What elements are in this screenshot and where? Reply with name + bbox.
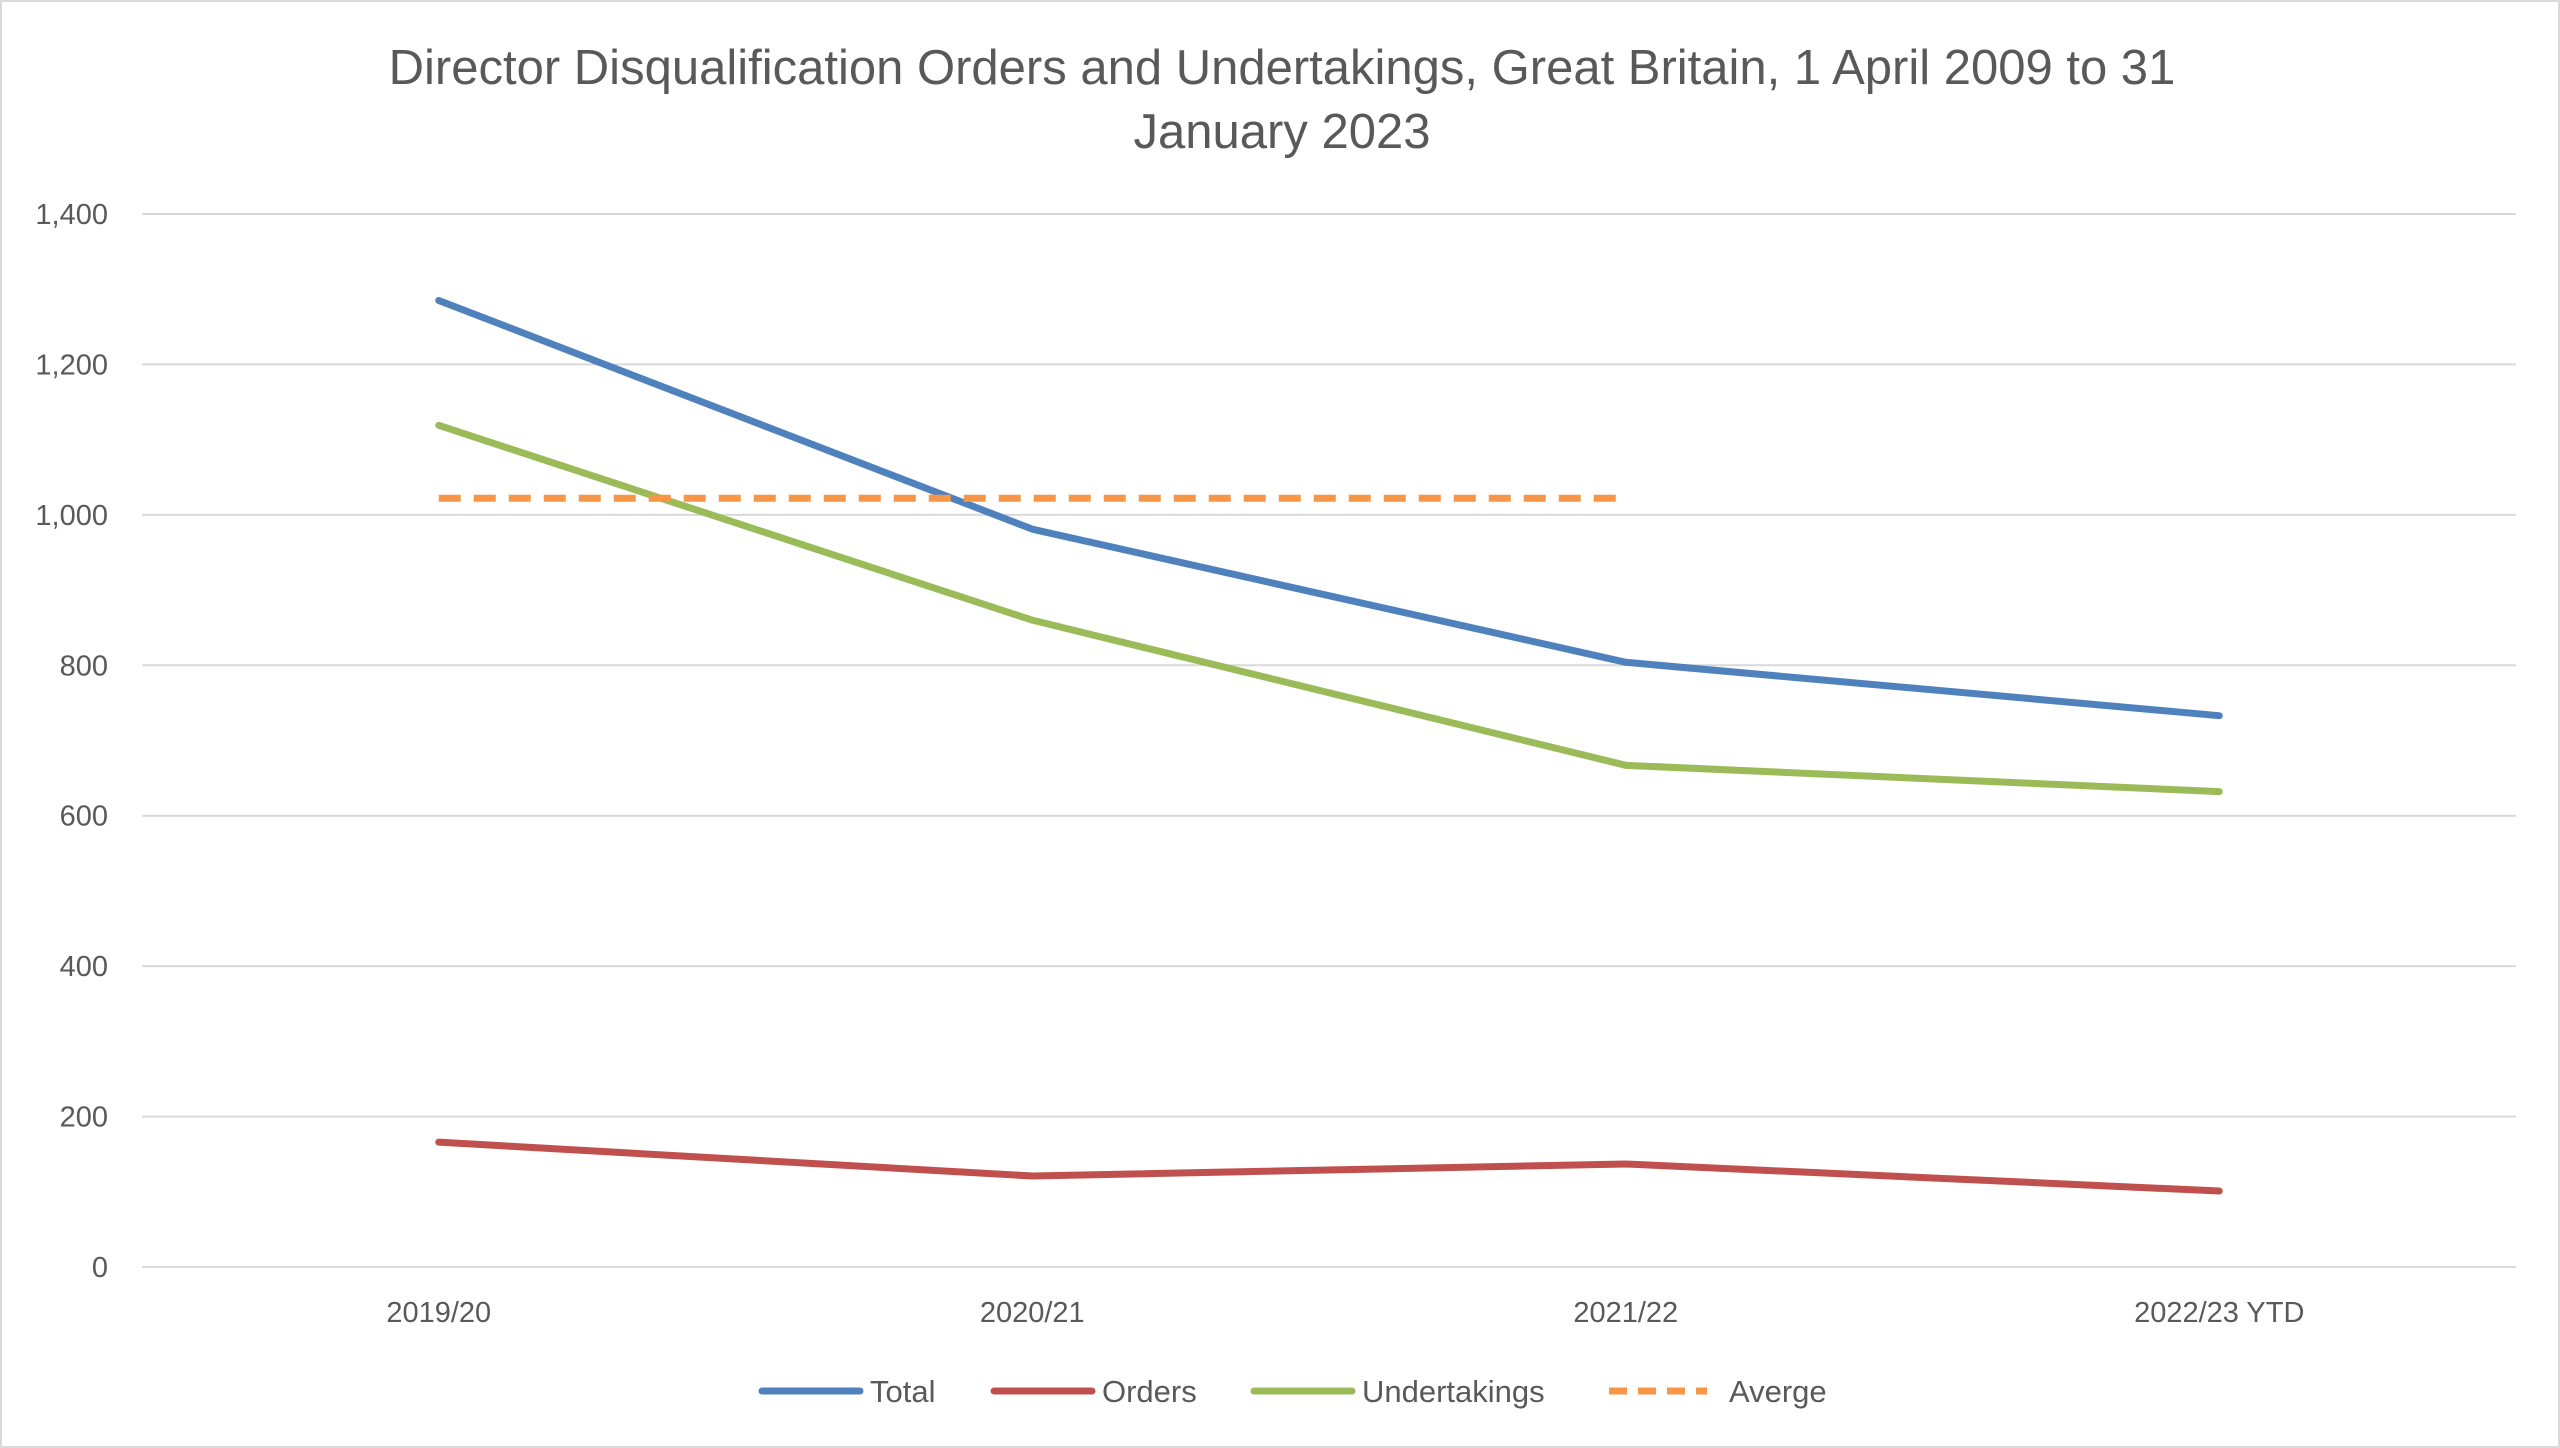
- y-tick-label: 1,200: [35, 349, 108, 381]
- y-tick-label: 400: [60, 951, 108, 983]
- legend-label-undertakings: Undertakings: [1362, 1374, 1545, 1409]
- legend-label-orders: Orders: [1102, 1374, 1197, 1409]
- y-tick-label: 1,000: [35, 500, 108, 532]
- y-tick-label: 200: [60, 1102, 108, 1134]
- y-tick-label: 600: [60, 801, 108, 833]
- y-tick-label: 0: [92, 1252, 108, 1284]
- x-axis-tick-labels: 2019/20 2020/21 2021/22 2022/23 YTD: [386, 1297, 2304, 1329]
- x-tick-label: 2021/22: [1573, 1297, 1678, 1329]
- y-tick-label: 800: [60, 650, 108, 682]
- y-tick-label: 1,400: [35, 199, 108, 231]
- chart-title: Director Disqualification Orders and Und…: [388, 41, 2176, 159]
- series-lines: [435, 296, 2223, 1195]
- x-tick-label: 2020/21: [980, 1297, 1085, 1329]
- x-tick-label: 2022/23 YTD: [2134, 1297, 2304, 1329]
- series-line-total: [435, 296, 2223, 720]
- y-axis-tick-labels: 0 200 400 600 800 1,000 1,200 1,400: [35, 199, 108, 1284]
- x-tick-label: 2019/20: [386, 1297, 491, 1329]
- legend: Total Orders Undertakings Averge: [758, 1374, 1827, 1409]
- legend-label-total: Total: [870, 1374, 935, 1409]
- gridlines: [142, 213, 2516, 1268]
- series-line-undertakings: [435, 421, 2223, 796]
- series-line-orders: [435, 1138, 2223, 1195]
- legend-label-averge: Averge: [1729, 1374, 1827, 1409]
